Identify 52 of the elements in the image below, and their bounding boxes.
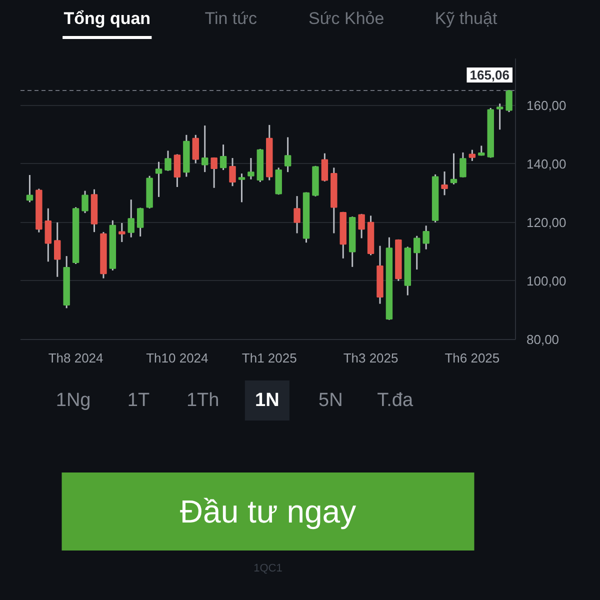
candlestick [496, 102, 504, 130]
candlestick [358, 213, 365, 239]
candlestick [248, 157, 254, 180]
text: 5N [318, 390, 343, 411]
candlestick [118, 222, 126, 243]
candlestick [210, 156, 218, 189]
candlestick [229, 157, 236, 187]
y-tick-label: 140,00 [526, 156, 566, 172]
candlestick [54, 222, 61, 278]
candlestick [321, 152, 328, 182]
candlestick [506, 90, 512, 113]
y-tick-label: 100,00 [526, 273, 566, 288]
x-tick-label: Th1 2025 [242, 350, 297, 366]
candlestick [294, 195, 300, 234]
y-tick-label: 120,00 [526, 214, 566, 230]
x-tick-label: Th8 2024 [48, 350, 104, 366]
candlestick [284, 136, 292, 173]
candlestick [441, 170, 448, 196]
text: T.đa [377, 390, 414, 411]
text: Tổng quan [64, 9, 151, 28]
text: 1N [255, 390, 280, 411]
text: Tin tức [204, 9, 258, 28]
x-tick-label: Th6 2025 [444, 350, 500, 366]
candlestick [136, 207, 144, 238]
candlestick [414, 235, 420, 270]
ref-line-label: 165,06 [470, 68, 510, 83]
candlestick [460, 152, 466, 178]
candlestick [128, 198, 134, 238]
candlestick [422, 224, 430, 250]
text: Kỹ thuật [434, 9, 498, 28]
candlestick [202, 124, 208, 173]
text: 1T [127, 390, 150, 411]
candlestick [44, 208, 52, 262]
y-tick-label: 80,00 [526, 332, 560, 347]
candlestick [174, 153, 181, 188]
text: 1Ng [56, 390, 91, 411]
text: 1Th [186, 390, 220, 411]
candlestick [82, 190, 88, 214]
y-tick-label: 160,00 [526, 98, 566, 113]
candlestick [164, 150, 172, 172]
candlestick [26, 174, 34, 203]
candlestick [450, 152, 458, 186]
candlestick [275, 166, 282, 196]
candlestick [468, 149, 476, 162]
candlestick [155, 161, 162, 198]
candlestick [192, 134, 199, 164]
text: Đầu tư ngay [180, 494, 356, 530]
candlestick [238, 172, 246, 203]
text: Sức Khỏe [308, 9, 384, 28]
candlestick [220, 144, 227, 171]
x-tick-label: Th10 2024 [146, 350, 208, 366]
x-tick-label: Th3 2025 [343, 350, 398, 366]
